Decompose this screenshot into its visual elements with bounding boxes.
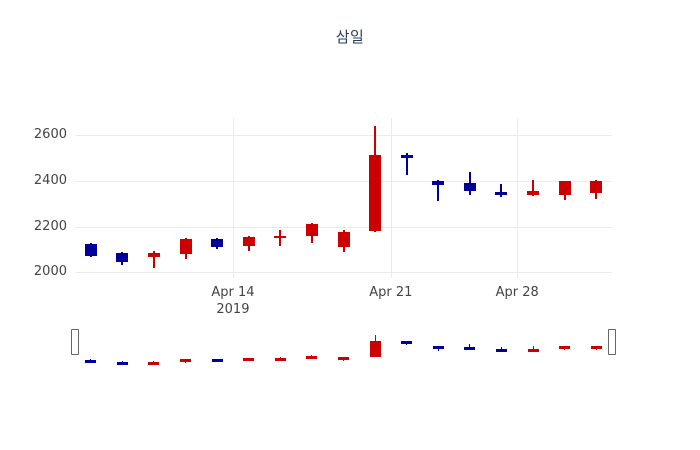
candlestick-wick [468, 171, 471, 195]
rangeslider-candlestick [85, 325, 97, 367]
candlestick[interactable] [211, 118, 224, 278]
candlestick-body [179, 239, 192, 254]
candlestick[interactable] [527, 118, 540, 278]
rangeslider-body [243, 358, 255, 362]
rangeslider-candlestick [338, 325, 349, 367]
rangeslider-candlestick [559, 325, 571, 367]
candlestick[interactable] [242, 118, 255, 278]
range-handle-right[interactable] [608, 329, 616, 355]
candlestick-wick [152, 250, 155, 268]
candlestick[interactable] [400, 118, 413, 278]
candlestick-wick [500, 184, 503, 197]
candlestick[interactable] [274, 118, 287, 278]
rangeslider-candlestick [116, 325, 128, 367]
candlestick[interactable] [590, 118, 603, 278]
gridline-horizontal [75, 272, 612, 274]
rangeslider-body [85, 359, 97, 363]
candlestick-wick [279, 230, 282, 246]
candlestick-body [369, 154, 382, 232]
candlestick-body [495, 192, 508, 195]
rangeslider-wick [500, 347, 502, 350]
candlestick-body [242, 236, 255, 246]
rangeslider-body [559, 346, 571, 350]
candlestick[interactable] [84, 118, 97, 278]
y-axis-tick-label: 2600 [33, 127, 67, 143]
candlestick-body [84, 243, 97, 257]
rangeslider-body [148, 361, 160, 365]
rangeslider-candlestick [401, 325, 413, 367]
candlestick-body [558, 180, 571, 195]
range-slider[interactable] [71, 325, 616, 380]
rangeslider-body [401, 340, 413, 344]
rangeslider-body [211, 358, 223, 362]
rangeslider-candlestick [464, 325, 476, 367]
rangeslider-candlestick [369, 325, 381, 367]
candlestick-body [432, 180, 445, 186]
candlestick[interactable] [179, 118, 192, 278]
candlestick-body [147, 252, 160, 258]
candlestick-body [305, 224, 318, 236]
rangeslider-body [432, 346, 444, 350]
candlestick-body [211, 239, 224, 248]
gridline-horizontal [75, 135, 612, 137]
rangeslider-body [338, 357, 349, 361]
gridline-vertical [232, 118, 234, 278]
candlestick-body [337, 232, 350, 248]
candlestick-body [116, 252, 129, 262]
rangeslider-candlestick [211, 325, 223, 367]
y-axis-tick-label: 2000 [33, 264, 67, 280]
candlestick-wick [532, 179, 535, 196]
rangeslider-candlestick [243, 325, 255, 367]
candlestick[interactable] [463, 118, 476, 278]
candlestick[interactable] [432, 118, 445, 278]
rangeslider-body [495, 348, 507, 352]
rangeslider-body [527, 348, 539, 352]
candlestick[interactable] [495, 118, 508, 278]
x-axis-tick-label: Apr 28 [495, 285, 539, 300]
rangeslider-candlestick [306, 325, 318, 367]
candlestick-wick [405, 153, 408, 176]
candlestick[interactable] [116, 118, 129, 278]
y-axis-tick-label: 2400 [33, 172, 67, 188]
candlestick[interactable] [369, 118, 382, 278]
rangeslider-wick [532, 346, 534, 350]
chart-title: 삼일 [335, 28, 365, 46]
candlestick-wick [437, 179, 440, 202]
rangeslider-body [116, 361, 128, 365]
rangeslider-candlestick [180, 325, 192, 367]
candlestick-body [274, 235, 287, 238]
rangeslider-body [274, 358, 286, 361]
x-axis-tick-label: Apr 21 [369, 285, 413, 300]
gridline-horizontal [75, 226, 612, 228]
y-axis-tick-label: 2200 [33, 218, 67, 234]
candlestick-body [463, 183, 476, 192]
gridline-vertical [517, 118, 519, 278]
gridline-horizontal [75, 180, 612, 182]
rangeslider-body [180, 358, 192, 362]
rangeslider-candlestick [590, 325, 602, 367]
gridline-vertical [390, 118, 392, 278]
rangeslider-body [590, 346, 602, 350]
rangeslider-candlestick [495, 325, 507, 367]
range-handle-left[interactable] [71, 329, 79, 355]
main-candlestick-plot[interactable]: 2000 2200 2400 2600 Apr 14 2019 Apr 21 Apr 28 [34, 118, 612, 317]
rangeslider-body [464, 346, 476, 350]
candlestick[interactable] [558, 118, 571, 278]
rangeslider-body [306, 355, 318, 359]
x-axis-tick-label: Apr 14 2019 [211, 285, 255, 317]
rangeslider-candlestick [432, 325, 444, 367]
rangeslider-candlestick [527, 325, 539, 367]
rangeslider-candlestick [274, 325, 286, 367]
candlestick[interactable] [337, 118, 350, 278]
candlestick-body [400, 154, 413, 158]
candlestick[interactable] [305, 118, 318, 278]
rangeslider-candlestick [148, 325, 160, 367]
candlestick-body [590, 180, 603, 194]
rangeslider-body [369, 340, 381, 358]
candlestick[interactable] [147, 118, 160, 278]
candlestick-body [527, 191, 540, 195]
